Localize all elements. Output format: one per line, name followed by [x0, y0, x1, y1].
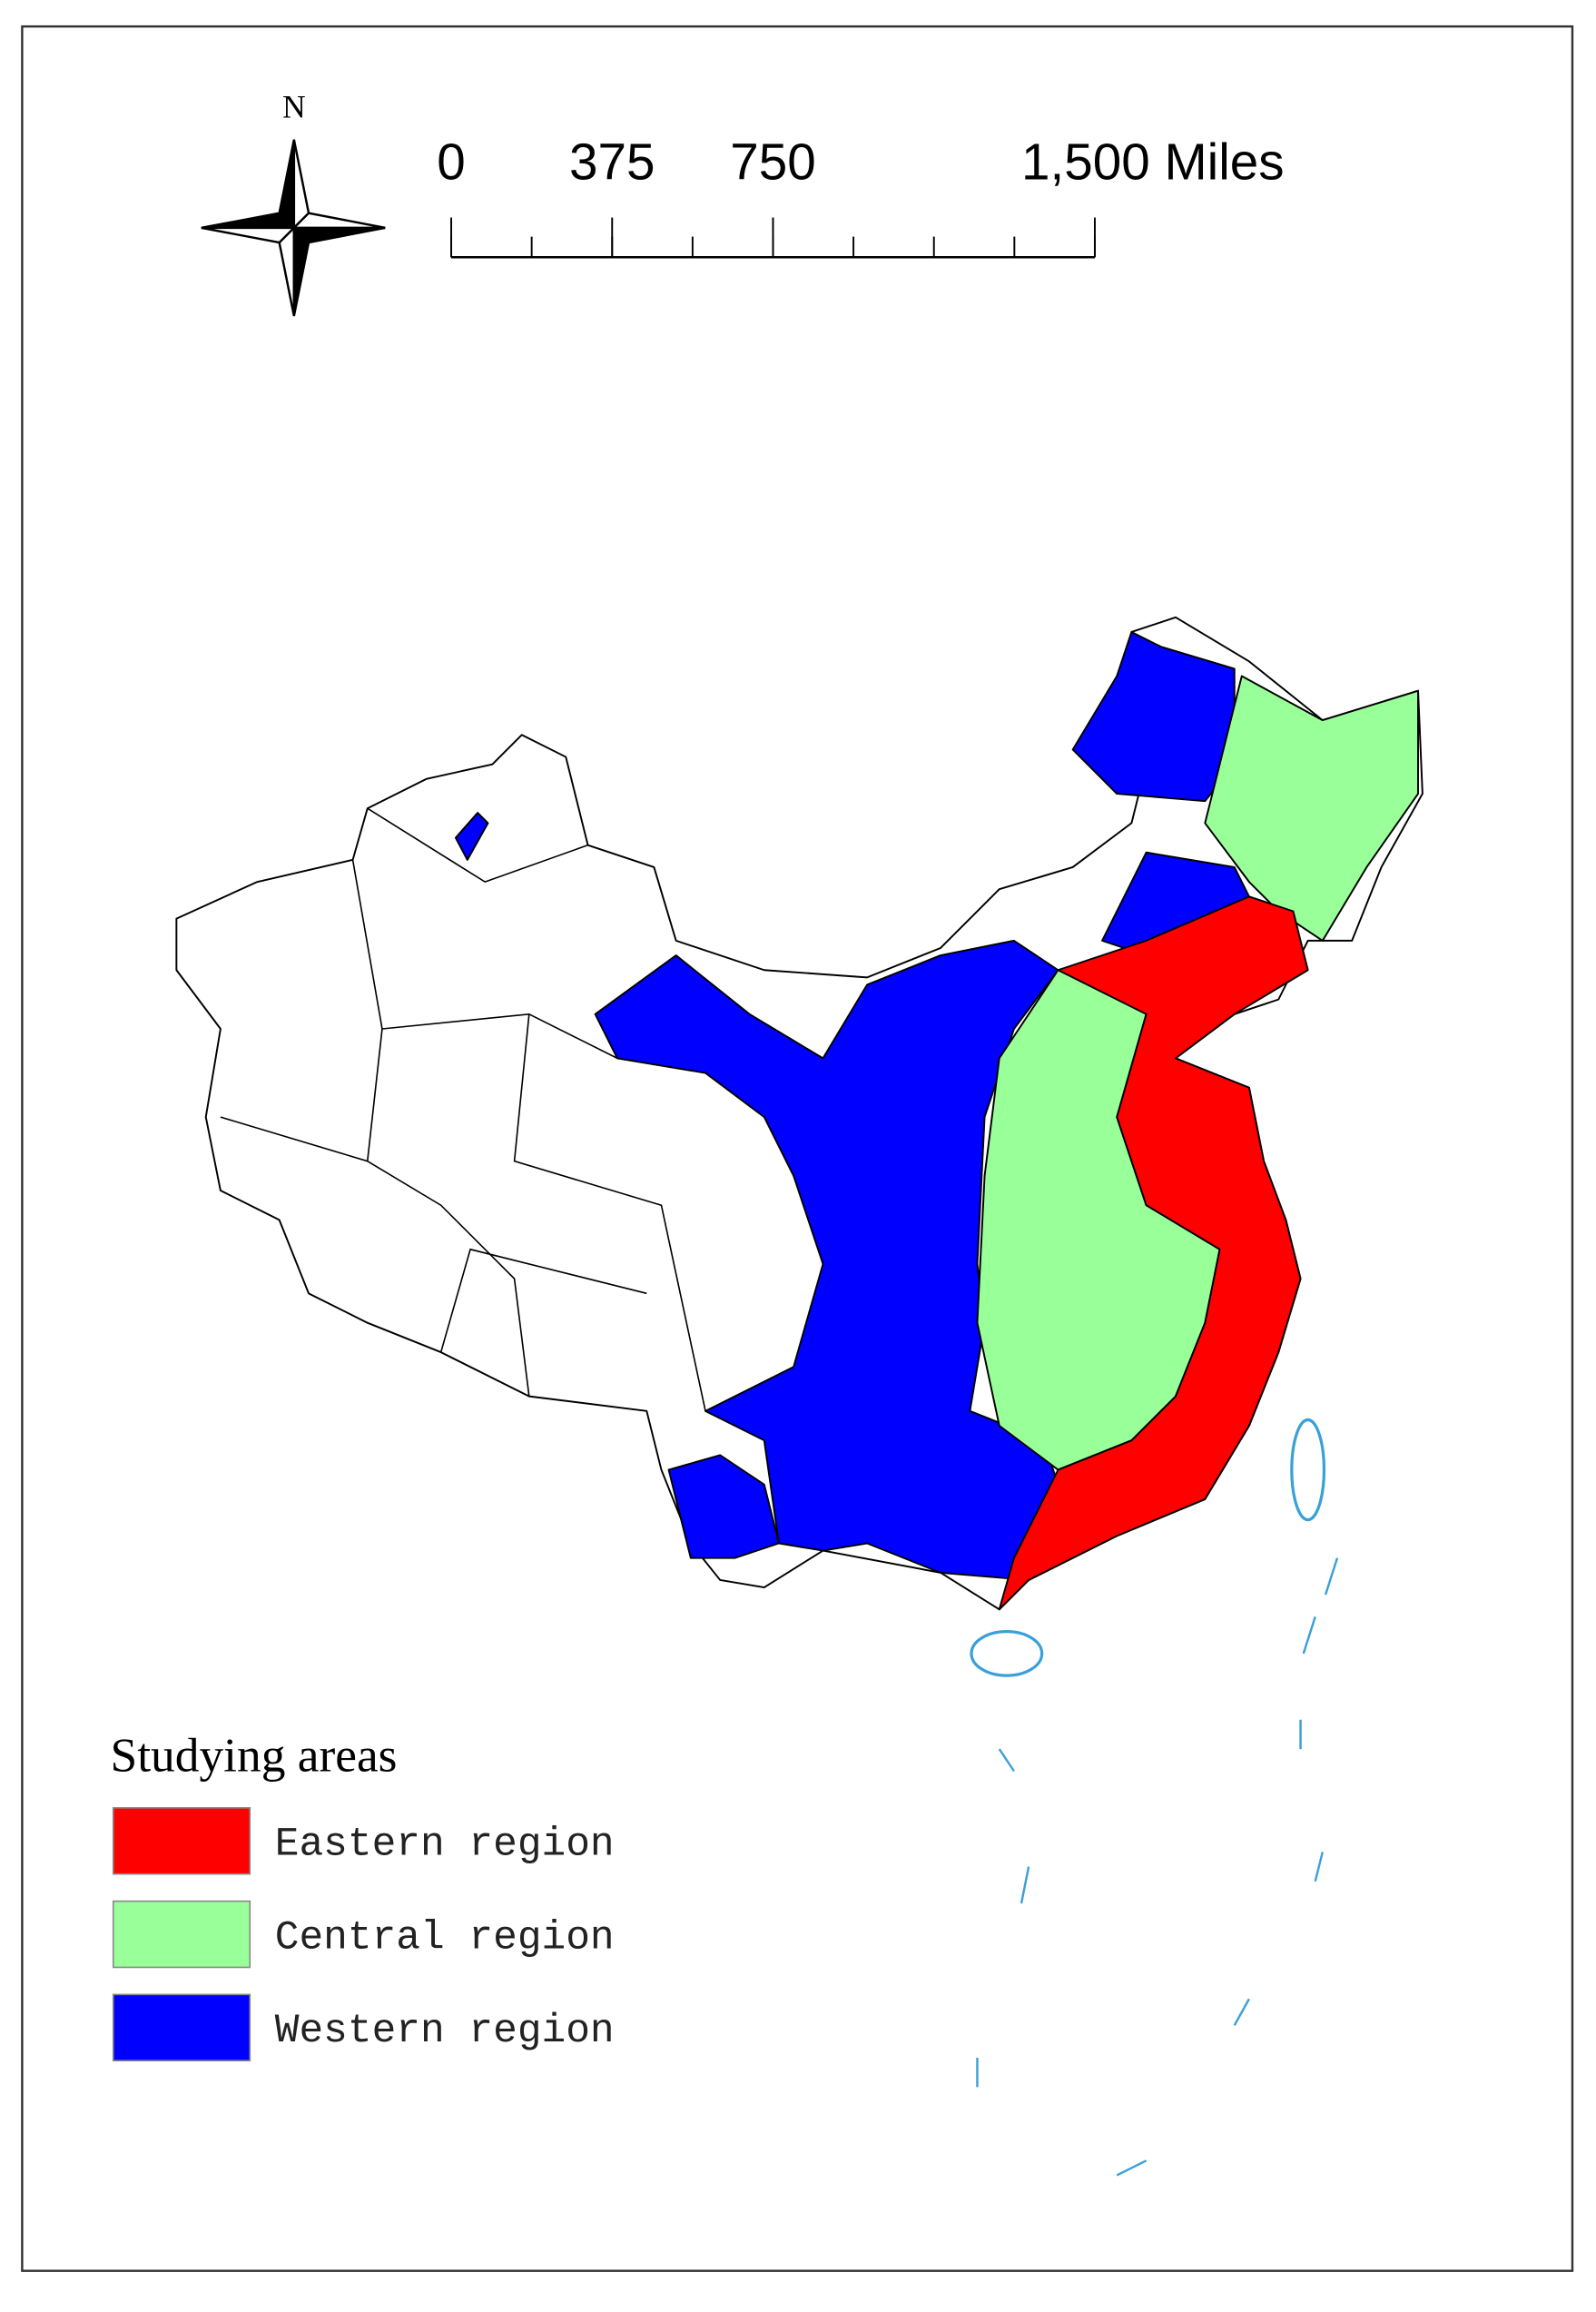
legend: Eastern region Central region Western regi…	[112, 1807, 615, 2062]
china-map	[175, 616, 1424, 2177]
western-region	[667, 1454, 780, 1559]
scale-label: 1,500 Miles	[1021, 133, 1285, 191]
legend-label: Western region	[275, 2009, 615, 2054]
south-sea-islands	[976, 1557, 1339, 2177]
north-arrow	[201, 139, 386, 317]
legend-title: Studying areas	[111, 1727, 398, 1782]
eastern-region	[998, 895, 1309, 1611]
legend-swatch	[112, 1807, 251, 1875]
legend-label: Eastern region	[275, 1823, 615, 1868]
hainan	[970, 1629, 1044, 1677]
legend-swatch	[112, 1900, 251, 1969]
scale-label: 750	[730, 133, 815, 191]
north-label: N	[282, 88, 306, 124]
western-region	[1071, 631, 1236, 803]
legend-swatch	[112, 1993, 251, 2062]
legend-label: Central region	[275, 1915, 615, 1961]
taiwan	[1290, 1418, 1326, 1522]
western-region	[454, 812, 489, 861]
scale-label: 375	[569, 133, 655, 191]
scale-label: 0	[437, 133, 466, 191]
central-region	[1204, 675, 1420, 942]
scale-bar: 0 375 750 1,500 Miles	[437, 133, 1285, 259]
